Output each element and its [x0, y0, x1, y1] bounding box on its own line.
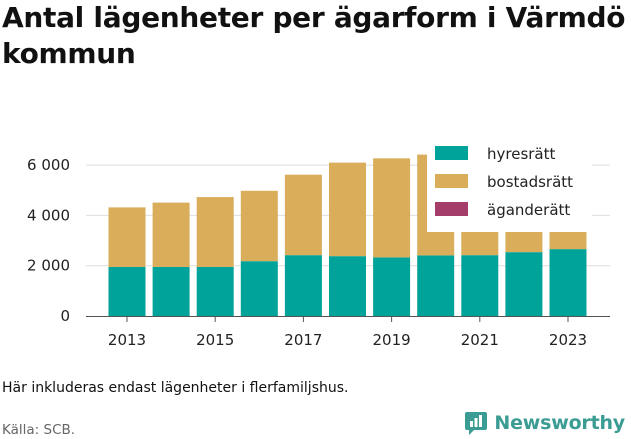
bar-hyresrätt-2018 — [329, 256, 366, 316]
bar-hyresrätt-2017 — [284, 255, 322, 316]
legend-swatch — [435, 146, 468, 160]
legend: hyresrätt bostadsrätt äganderätt — [427, 140, 592, 232]
newsworthy-logo-icon — [465, 412, 488, 435]
bar-hyresrätt-2021 — [461, 255, 499, 316]
bar-bostadsrätt-2019 — [373, 158, 411, 258]
brand-name: Newsworthy — [494, 412, 625, 434]
y-tick-label: 0 — [60, 307, 70, 325]
y-tick-label: 4 000 — [27, 206, 70, 224]
source-credit: Källa: SCB. — [2, 422, 76, 438]
bar-hyresrätt-2013 — [108, 266, 146, 316]
bar-bostadsrätt-2017 — [284, 174, 322, 256]
bar-hyresrätt-2019 — [373, 257, 411, 316]
legend-swatch — [435, 174, 468, 188]
bar-hyresrätt-2014 — [152, 266, 190, 316]
brand-logo[interactable]: Newsworthy — [464, 408, 625, 438]
bar-hyresrätt-2022 — [505, 252, 543, 316]
bar-hyresrätt-2016 — [240, 261, 278, 316]
bar-bostadsrätt-2016 — [240, 190, 278, 262]
chart-title: Antal lägenheter per ägarform i Värmdö k… — [2, 1, 626, 70]
stacked-bar-chart: 0 2 000 4 000 6 000 2013 2015 2017 2019 2021 202… — [27, 140, 610, 349]
bar-hyresrätt-2023 — [549, 249, 587, 316]
x-tick-label: 2019 — [373, 331, 411, 349]
legend-label: äganderätt — [487, 201, 570, 219]
legend-swatch — [435, 202, 468, 216]
y-tick-label: 2 000 — [27, 257, 70, 275]
bar-hyresrätt-2020 — [417, 255, 455, 316]
x-axis: 2013 2015 2017 2019 2021 2023 — [86, 316, 610, 349]
bar-hyresrätt-2015 — [196, 266, 234, 316]
x-tick-label: 2023 — [549, 331, 587, 349]
x-tick-label: 2021 — [461, 331, 499, 349]
footnote: Här inkluderas endast lägenheter i flerf… — [2, 380, 349, 396]
x-tick-label: 2013 — [108, 331, 146, 349]
y-axis: 0 2 000 4 000 6 000 — [27, 156, 70, 325]
bar-bostadsrätt-2018 — [329, 162, 366, 257]
bar-bostadsrätt-2015 — [196, 197, 234, 267]
bar-bostadsrätt-2013 — [108, 207, 146, 267]
x-tick-label: 2015 — [196, 331, 234, 349]
y-tick-label: 6 000 — [27, 156, 70, 174]
bar-bostadsrätt-2014 — [152, 202, 190, 267]
legend-label: hyresrätt — [487, 145, 556, 163]
legend-label: bostadsrätt — [487, 173, 573, 191]
x-tick-label: 2017 — [284, 331, 322, 349]
